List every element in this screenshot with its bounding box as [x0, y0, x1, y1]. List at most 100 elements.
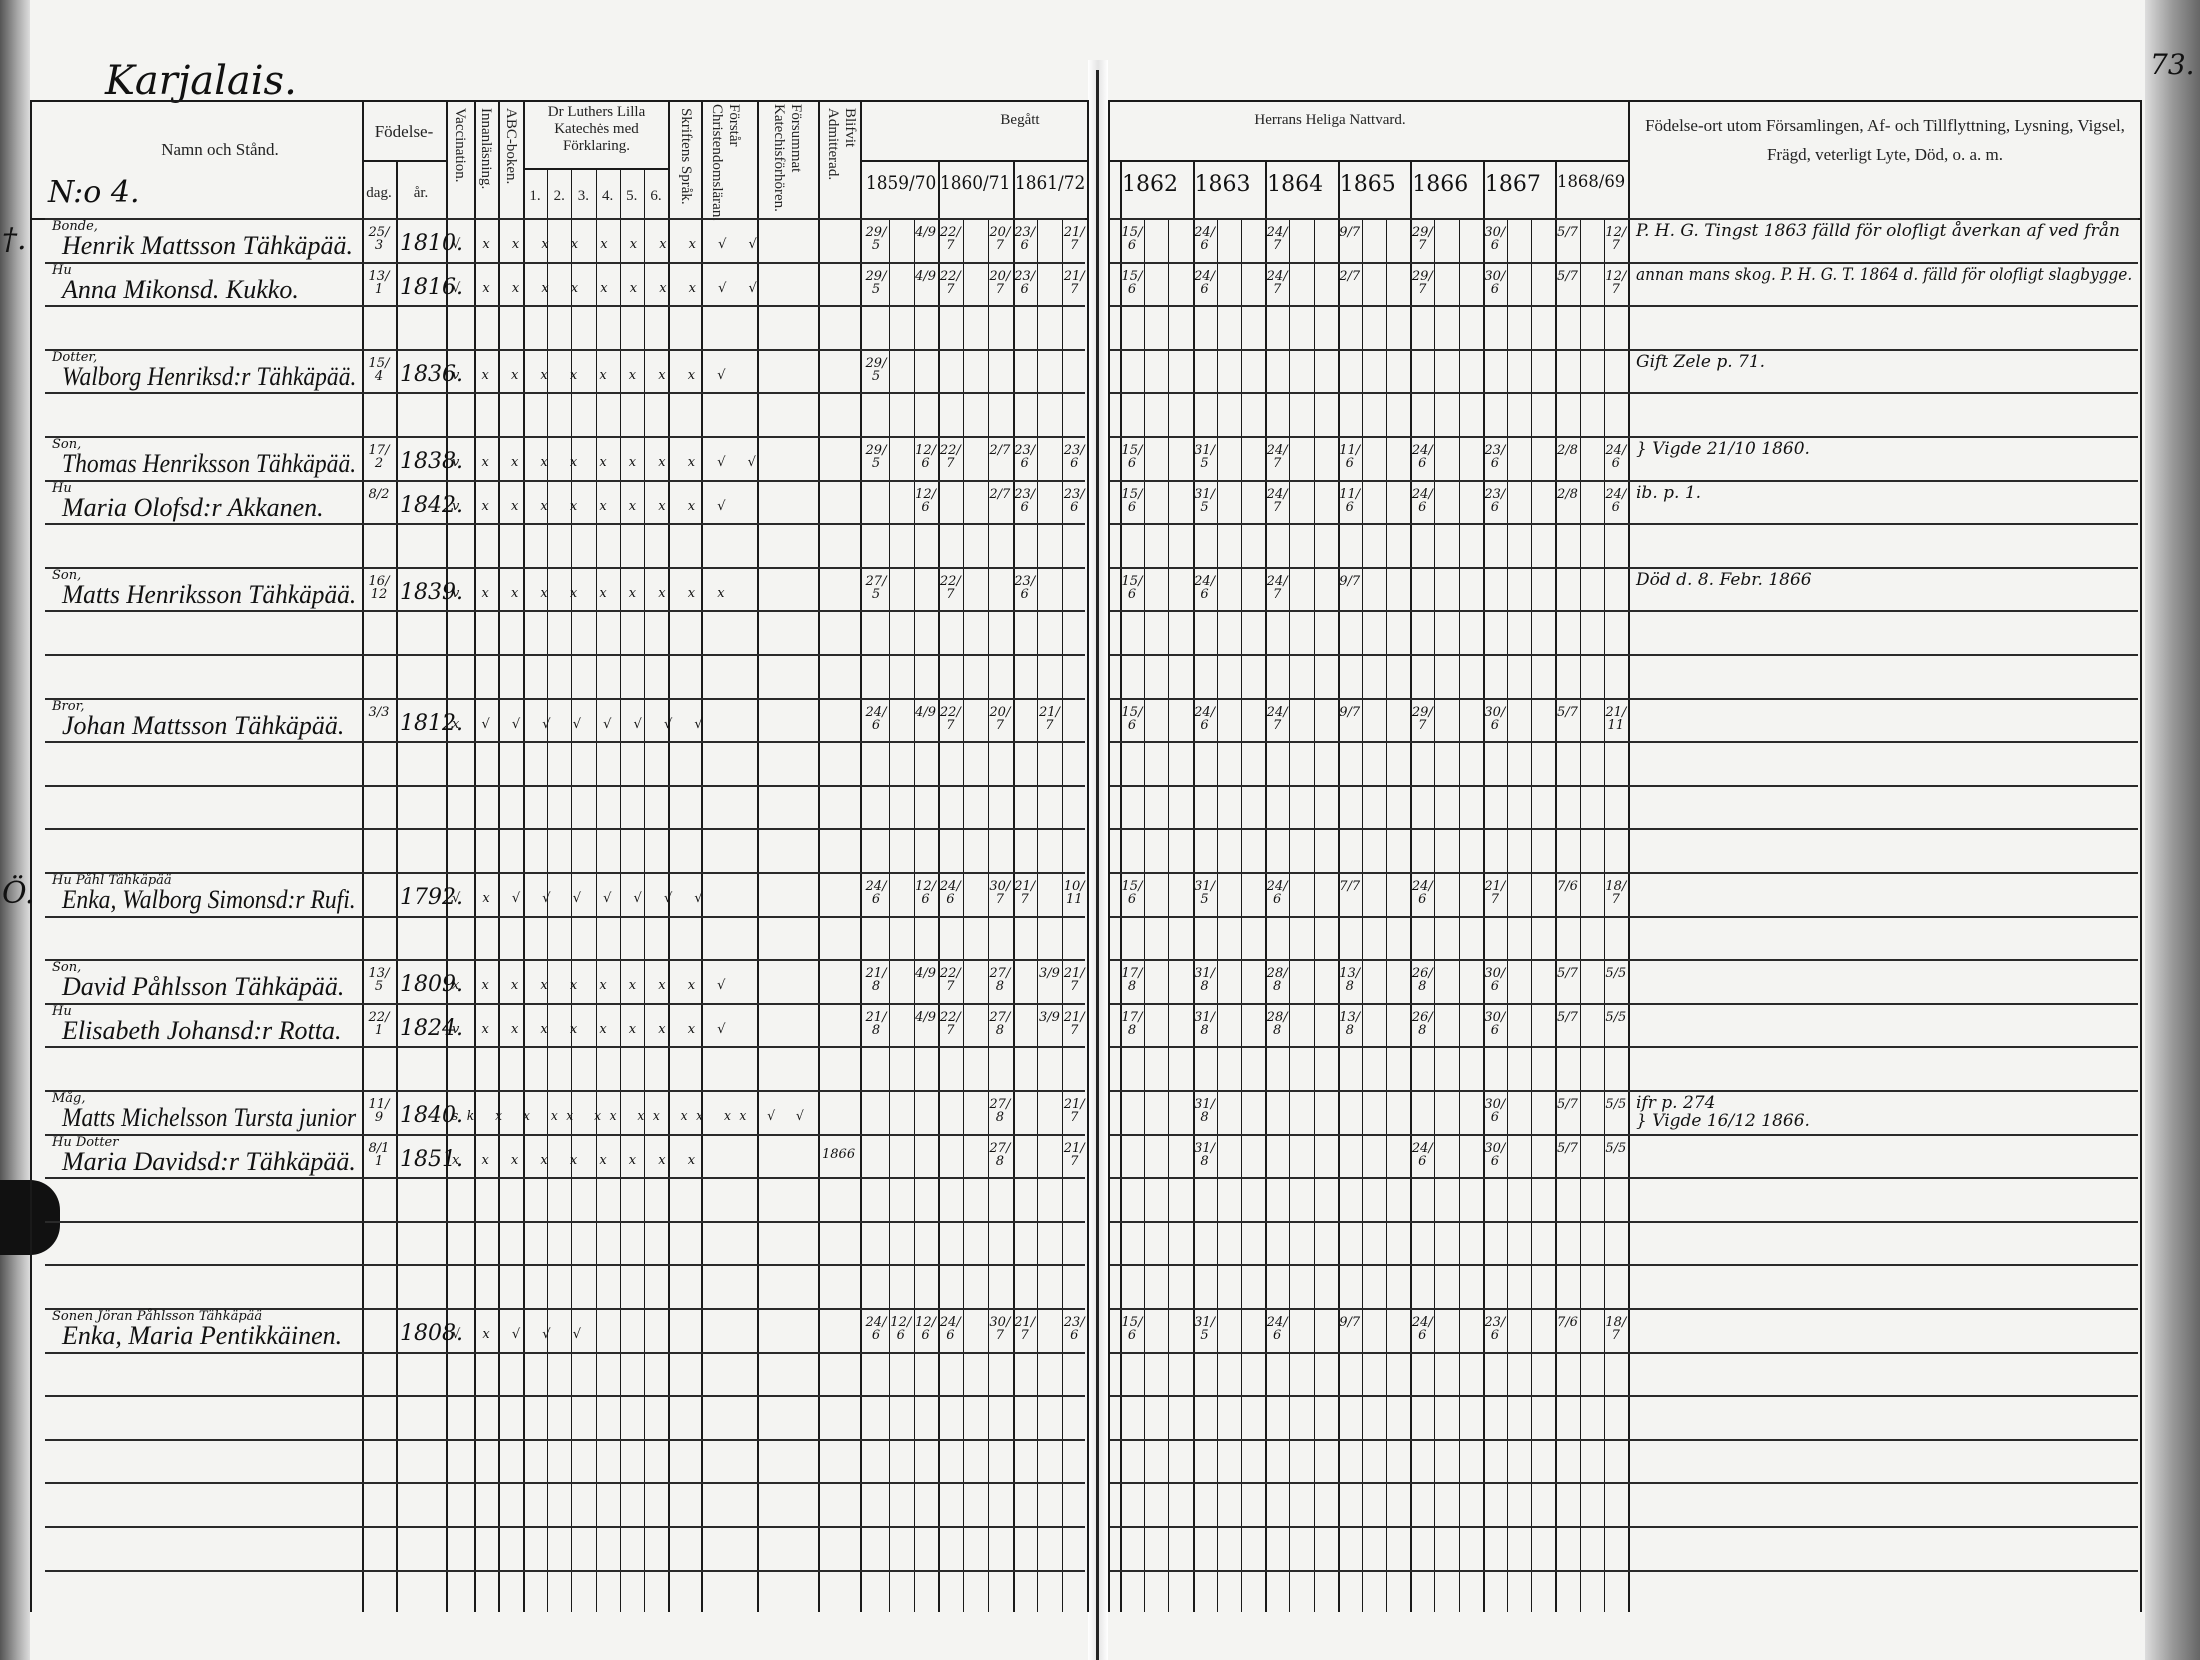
communion-date: 2/8 [1556, 443, 1578, 458]
catechism-subheader-line [523, 168, 668, 170]
margin-mark: †. [2, 222, 27, 257]
communion-date: 21/7 [1063, 1140, 1085, 1169]
gutter-line [1096, 70, 1099, 1660]
year-divider [1168, 218, 1170, 1612]
year-header: 1862 [1122, 172, 1178, 197]
admitted-mark: 1866 [822, 1146, 856, 1162]
communion-date: 11/6 [1339, 443, 1361, 471]
reading-marks: x √ √ √ √ √ √ √ √ [452, 716, 712, 732]
column-divider [818, 100, 820, 1612]
catechism-divider [644, 168, 645, 1612]
communion-date: 30/6 [1484, 1140, 1506, 1169]
remarks-divider [1628, 100, 1630, 1612]
row-line [45, 1046, 1085, 1049]
header-catechism: Dr Luthers Lilla Katechės med Förklaring… [547, 104, 646, 154]
communion-date: 21/7 [1038, 704, 1060, 733]
communion-date: 12/6 [915, 1315, 936, 1343]
column-divider [860, 100, 862, 1612]
birth-day: 11/9 [368, 1097, 390, 1125]
communion-date: 15/6 [1121, 1315, 1143, 1343]
row-line [1110, 1569, 2138, 1572]
row-line [1110, 1090, 2138, 1092]
row-line [45, 566, 1085, 569]
column-divider [757, 100, 759, 1612]
communion-date: 9/7 [1339, 573, 1361, 589]
communion-date: 23/6 [1063, 486, 1085, 515]
header-communion: Herrans Heliga Nattvard. [1254, 112, 1406, 128]
communion-date: 12/6 [890, 1315, 912, 1343]
header-admitted: Blifvit Admitterad. [825, 108, 858, 181]
header-scripture: Skriftens Språk. [678, 108, 694, 205]
row-line [45, 1395, 1085, 1398]
communion-date: 24/6 [1411, 443, 1433, 471]
header-birth-day: dag. [366, 185, 392, 201]
reading-marks: sk x x xx xx xx xx xx √ √ [452, 1109, 813, 1124]
reading-marks: v x x x x x x x x √ [452, 367, 735, 383]
communion-date: 29/7 [1411, 268, 1433, 297]
communion-date: 23/6 [1484, 1315, 1506, 1343]
row-line [45, 654, 1085, 656]
remark-text: Död d. 8. Febr. 1866 [1636, 569, 1812, 590]
communion-date: 24/6 [865, 1315, 887, 1343]
year-divider [1289, 218, 1291, 1612]
communion-date: 26/8 [1411, 1009, 1433, 1038]
communion-date: 24/6 [1605, 486, 1627, 515]
row-line [45, 392, 1085, 395]
person-status: Bror, [52, 698, 85, 714]
communion-date: 17/8 [1121, 966, 1143, 995]
communion-date: 22/7 [939, 1009, 961, 1038]
header-name: Namn och Stånd. [161, 140, 279, 159]
year-divider [1507, 218, 1509, 1612]
row-line [45, 479, 1085, 482]
header-top-line [1108, 100, 2140, 102]
remark-text: ib. p. 1. [1636, 482, 1702, 503]
year-divider [1192, 160, 1195, 1612]
communion-date: 31/8 [1194, 1140, 1216, 1169]
row-line [1110, 261, 2138, 264]
row-line [1110, 915, 2138, 918]
catechism-divider [547, 168, 549, 1612]
header-reading: Innanläsning. [478, 108, 494, 190]
communion-date: 30/7 [989, 1315, 1011, 1343]
person-status: Hu [52, 480, 72, 496]
row-line [1110, 523, 2138, 526]
birth-day: 25/3 [368, 225, 390, 253]
row-line [1110, 1133, 2138, 1136]
catechism-part-label: 1. [529, 188, 541, 204]
header-remarks: Födelse-ort utom Församlingen, Af- och T… [1645, 116, 2125, 164]
person-name: Matts Henriksson Tähkäpää. [62, 579, 357, 609]
communion-date: 24/6 [1605, 443, 1627, 471]
communion-date: 15/6 [1121, 268, 1143, 297]
communion-date: 23/6 [1484, 486, 1506, 515]
communion-date: 20/7 [989, 268, 1011, 297]
communion-date: 4/9 [915, 1009, 936, 1025]
communion-date: 13/8 [1339, 1009, 1361, 1038]
row-line [1110, 1002, 2138, 1005]
person-name: Thomas Henriksson Tähkäpää. [62, 449, 357, 478]
remark-text: annan mans skog. P. H. G. T. 1864 d. fäl… [1636, 264, 2133, 285]
communion-date: 30/6 [1484, 1009, 1506, 1038]
person-status: Hu Påhl Tähkäpää [52, 873, 172, 888]
birth-day: 8/11 [368, 1140, 390, 1169]
communion-date: 21/8 [865, 966, 887, 995]
person-name: Anna Mikonsd. Kukko. [62, 274, 299, 304]
communion-date: 4/9 [915, 704, 936, 720]
birth-year: 1792. [400, 885, 463, 910]
communion-date: 27/8 [989, 1097, 1011, 1125]
year-divider [1313, 218, 1315, 1612]
row-line [1110, 1264, 2138, 1267]
parish-title: Karjalais. [105, 58, 297, 104]
year-header: 1861/72 [1014, 172, 1085, 194]
year-divider [1265, 160, 1268, 1612]
remark-text: } Vigde 16/12 1866. [1636, 1111, 1810, 1131]
communion-date: 2/7 [1339, 268, 1361, 284]
column-divider [498, 100, 500, 1612]
year-divider [1037, 218, 1039, 1612]
row-line [1110, 1351, 2138, 1354]
row-line [1110, 610, 2138, 613]
communion-date: 27/8 [989, 966, 1011, 995]
column-divider [396, 160, 398, 1612]
header-vaccination: Vaccination. [452, 108, 468, 183]
communion-date: 22/7 [939, 704, 961, 733]
birth-day: 16/12 [368, 573, 390, 602]
